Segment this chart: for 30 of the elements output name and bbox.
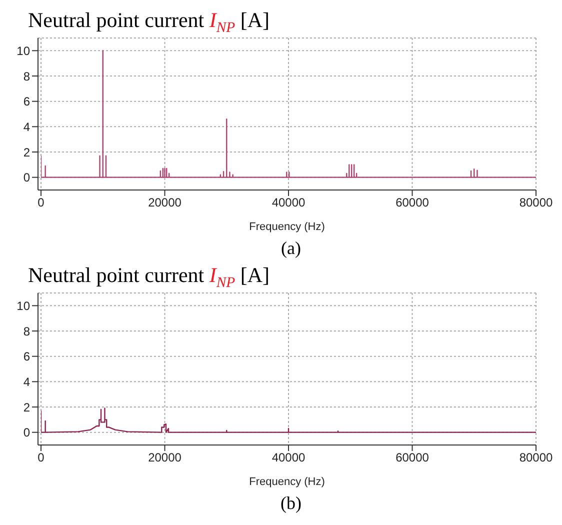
chart-title: Neutral point current I$_{NP}$ [A] — [28, 263, 270, 292]
y-tick-label: 4 — [23, 374, 30, 389]
x-axis-title: Frequency (Hz) — [249, 476, 325, 488]
y-tick-label: 0 — [23, 170, 30, 185]
y-tick-label: 6 — [23, 350, 30, 364]
x-tick-label: 40000 — [272, 450, 306, 465]
text: (b) — [280, 493, 302, 514]
text: (a) — [280, 238, 302, 259]
y-tick-label: 8 — [23, 324, 30, 338]
x-tick-label: 20000 — [148, 196, 182, 210]
y-tick-label: 2 — [23, 400, 30, 414]
x-tick-label: 20000 — [148, 450, 182, 465]
x-axis-title: Frequency (Hz) — [249, 221, 325, 233]
x-tick-label: 40000 — [272, 196, 306, 210]
x-tick-label: 60000 — [396, 196, 430, 210]
x-tick-label: 60000 — [396, 450, 430, 465]
y-tick-label: 4 — [23, 120, 30, 134]
chart-title: Neutral point current I$_{NP}$ [A] — [28, 8, 270, 36]
y-tick-label: 6 — [23, 94, 30, 109]
y-tick-label: 0 — [23, 426, 30, 440]
y-tick-label: 2 — [23, 145, 30, 160]
x-tick-label: 0 — [38, 450, 45, 465]
x-tick-label: 80000 — [519, 450, 554, 465]
line-series — [41, 50, 536, 178]
y-tick-label: 10 — [16, 44, 30, 58]
y-tick-label: 10 — [16, 298, 30, 313]
x-tick-label: 80000 — [519, 196, 554, 210]
line-series — [41, 408, 536, 433]
y-tick-label: 8 — [23, 69, 30, 84]
x-tick-label: 0 — [38, 196, 45, 210]
